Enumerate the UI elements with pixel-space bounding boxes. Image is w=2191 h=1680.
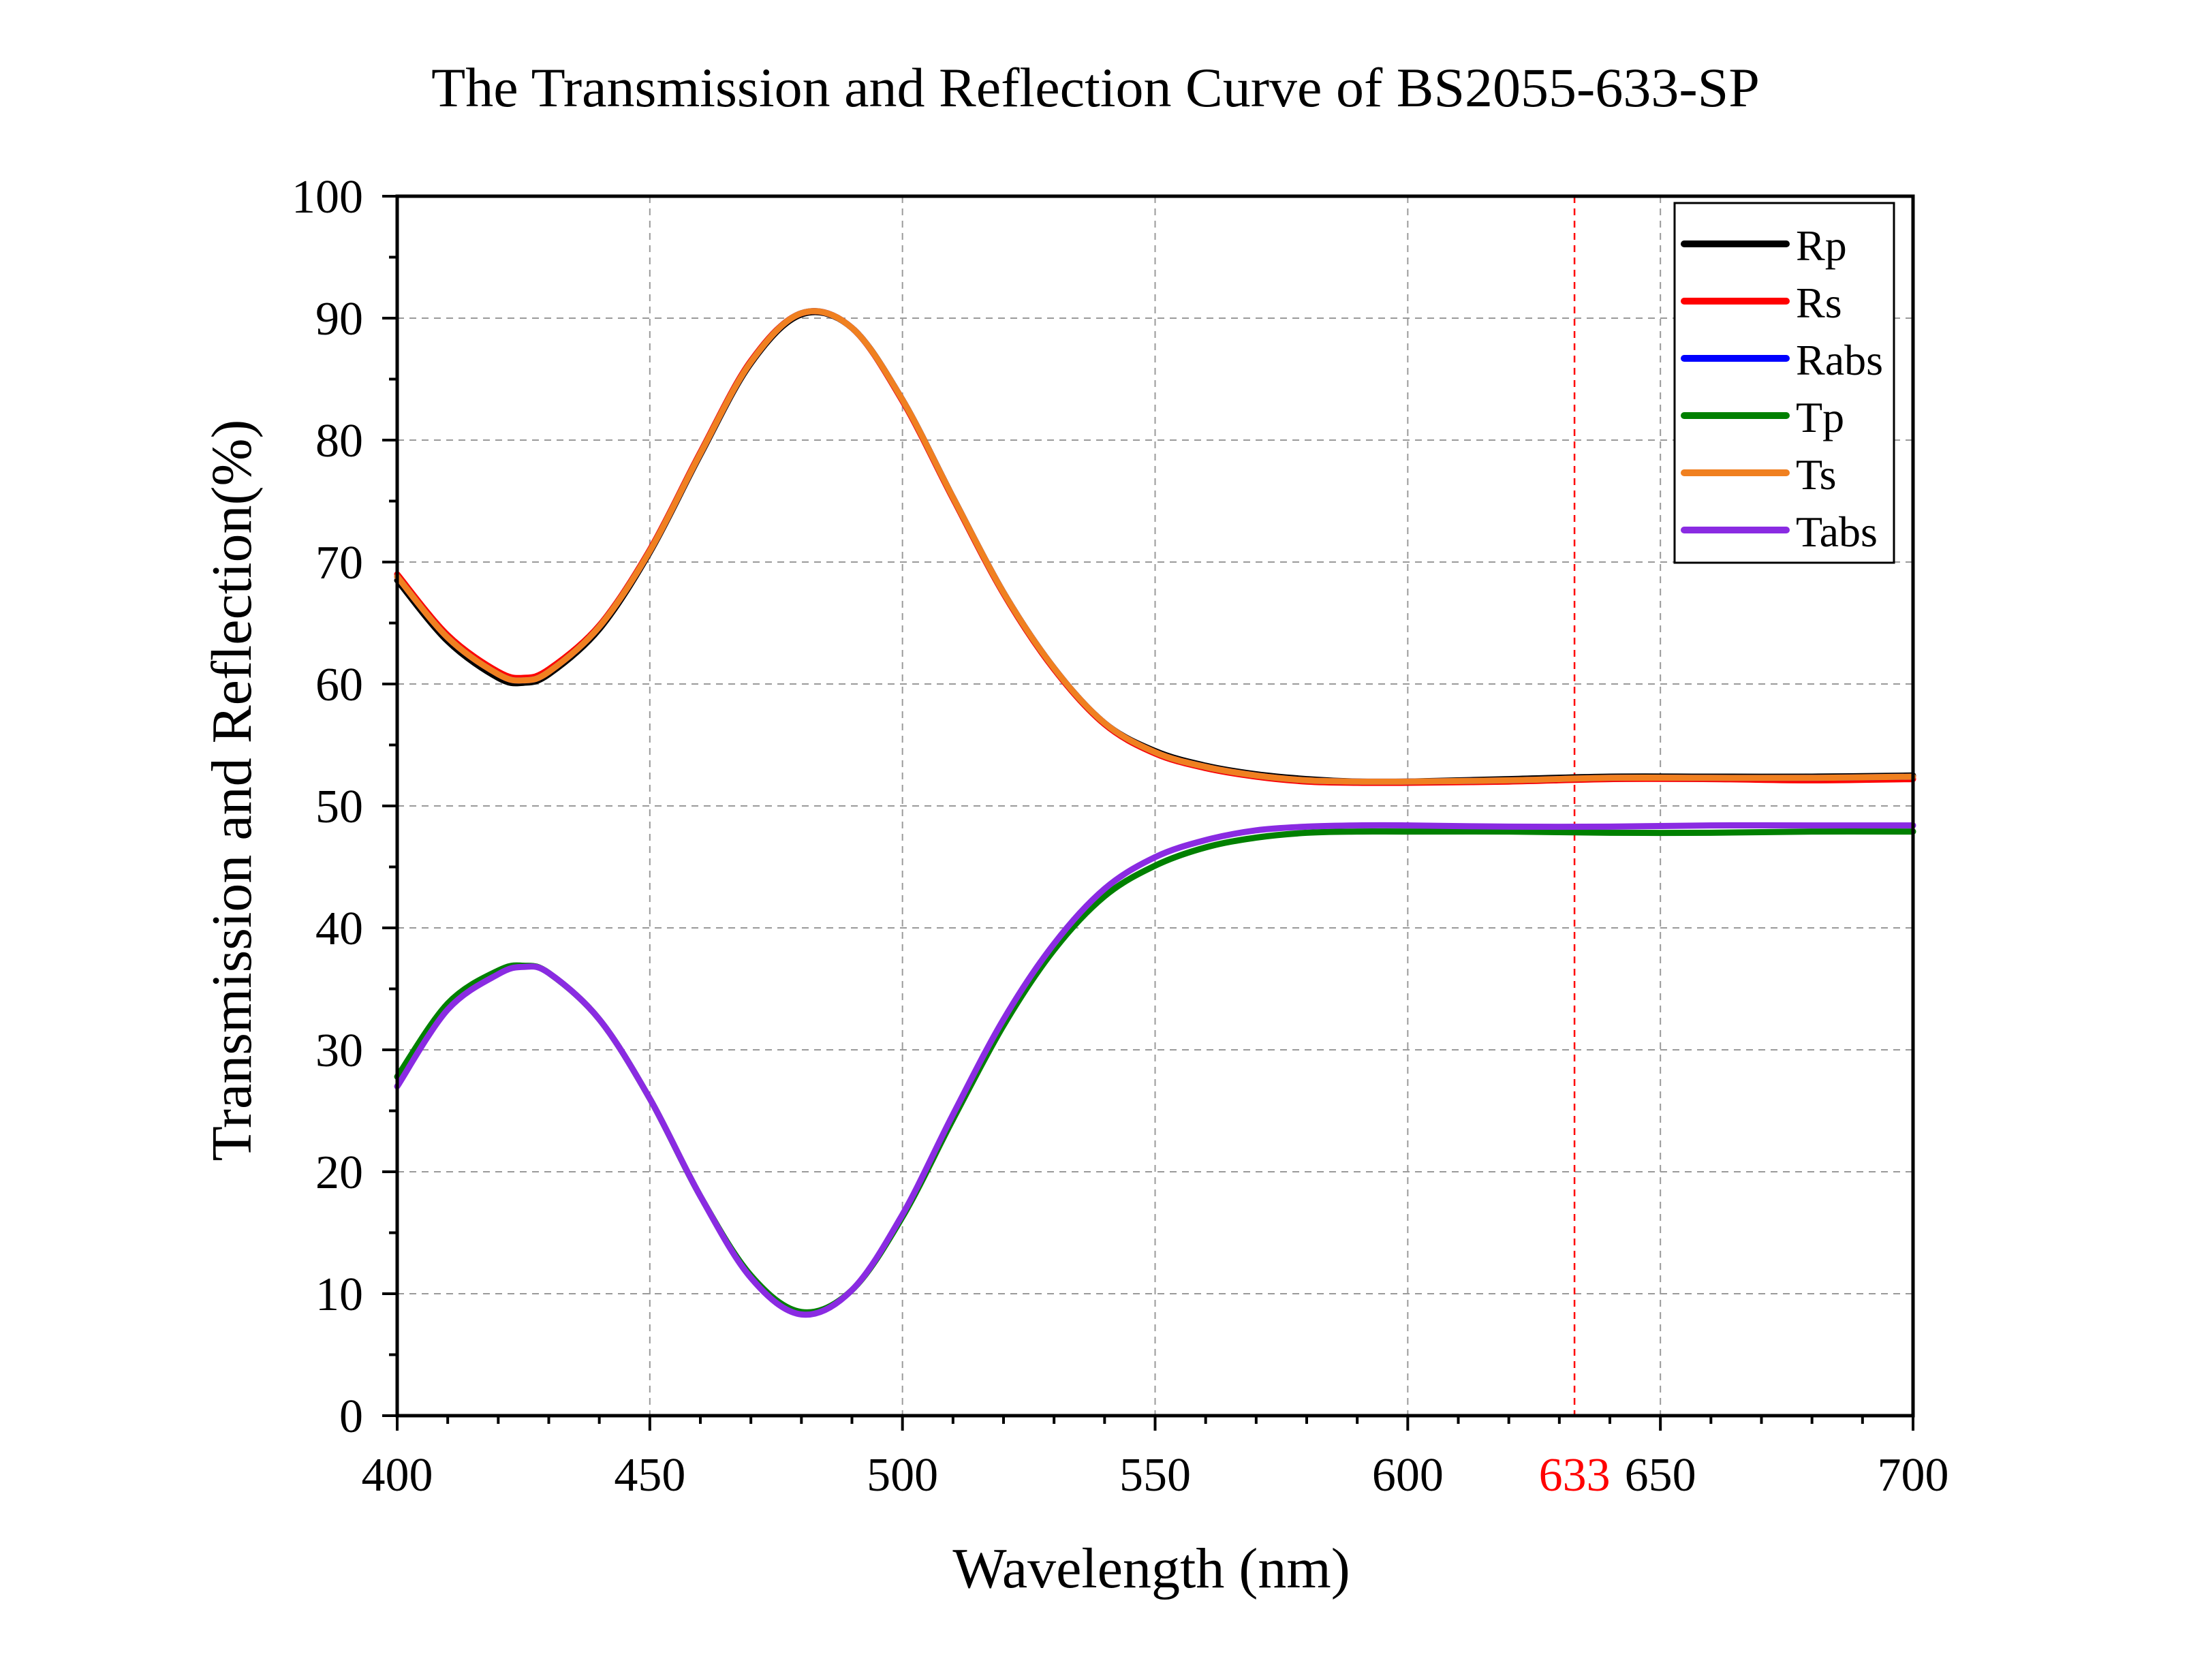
- x-tick-label: 450: [614, 1449, 685, 1502]
- legend-box: [1673, 202, 1895, 564]
- y-tick-label: 70: [315, 537, 363, 589]
- series-line-tabs: [394, 822, 1916, 1318]
- legend-label-tabs: Tabs: [1796, 508, 1878, 556]
- y-tick-label: 0: [339, 1390, 363, 1443]
- y-tick-label: 40: [315, 903, 363, 955]
- legend: Rp Rs Rabs Tp Ts Tabs: [1673, 202, 1895, 564]
- x-axis-title: Wavelength (nm): [952, 1537, 1350, 1600]
- legend-label-tp: Tp: [1796, 393, 1844, 441]
- chart-title: The Transmission and Reflection Curve of…: [431, 57, 1760, 119]
- x-tick-label: 550: [1119, 1449, 1191, 1502]
- series-layer: [394, 308, 1916, 1318]
- y-tick-label: 30: [315, 1025, 363, 1077]
- x-tick-label: 500: [867, 1449, 938, 1502]
- series-line-ts: [394, 308, 1916, 785]
- y-tick-label: 80: [315, 415, 363, 467]
- legend-label-rabs: Rabs: [1796, 336, 1883, 384]
- marker-label: 633: [1539, 1449, 1611, 1502]
- x-tick-label: 600: [1372, 1449, 1444, 1502]
- legend-label-rs: Rs: [1796, 279, 1842, 327]
- y-axis-title: Transmission and Reflection(%): [200, 420, 264, 1162]
- x-tick-label: 650: [1625, 1449, 1696, 1502]
- y-tick-label: 60: [315, 659, 363, 711]
- axes-layer: 400 450 500 550 600 650 700 633 0 10 20 30 40 50 60 70 8…: [292, 171, 1949, 1502]
- legend-label-ts: Ts: [1796, 450, 1837, 499]
- y-tick-label: 10: [315, 1269, 363, 1321]
- y-tick-label: 100: [292, 171, 363, 223]
- y-tick-label: 20: [315, 1147, 363, 1199]
- legend-label-rp: Rp: [1796, 221, 1847, 270]
- grid-layer: [397, 196, 1913, 1416]
- y-tick-label: 90: [315, 293, 363, 345]
- x-tick-label: 400: [362, 1449, 433, 1502]
- x-tick-label: 700: [1878, 1449, 1949, 1502]
- y-tick-label: 50: [315, 781, 363, 833]
